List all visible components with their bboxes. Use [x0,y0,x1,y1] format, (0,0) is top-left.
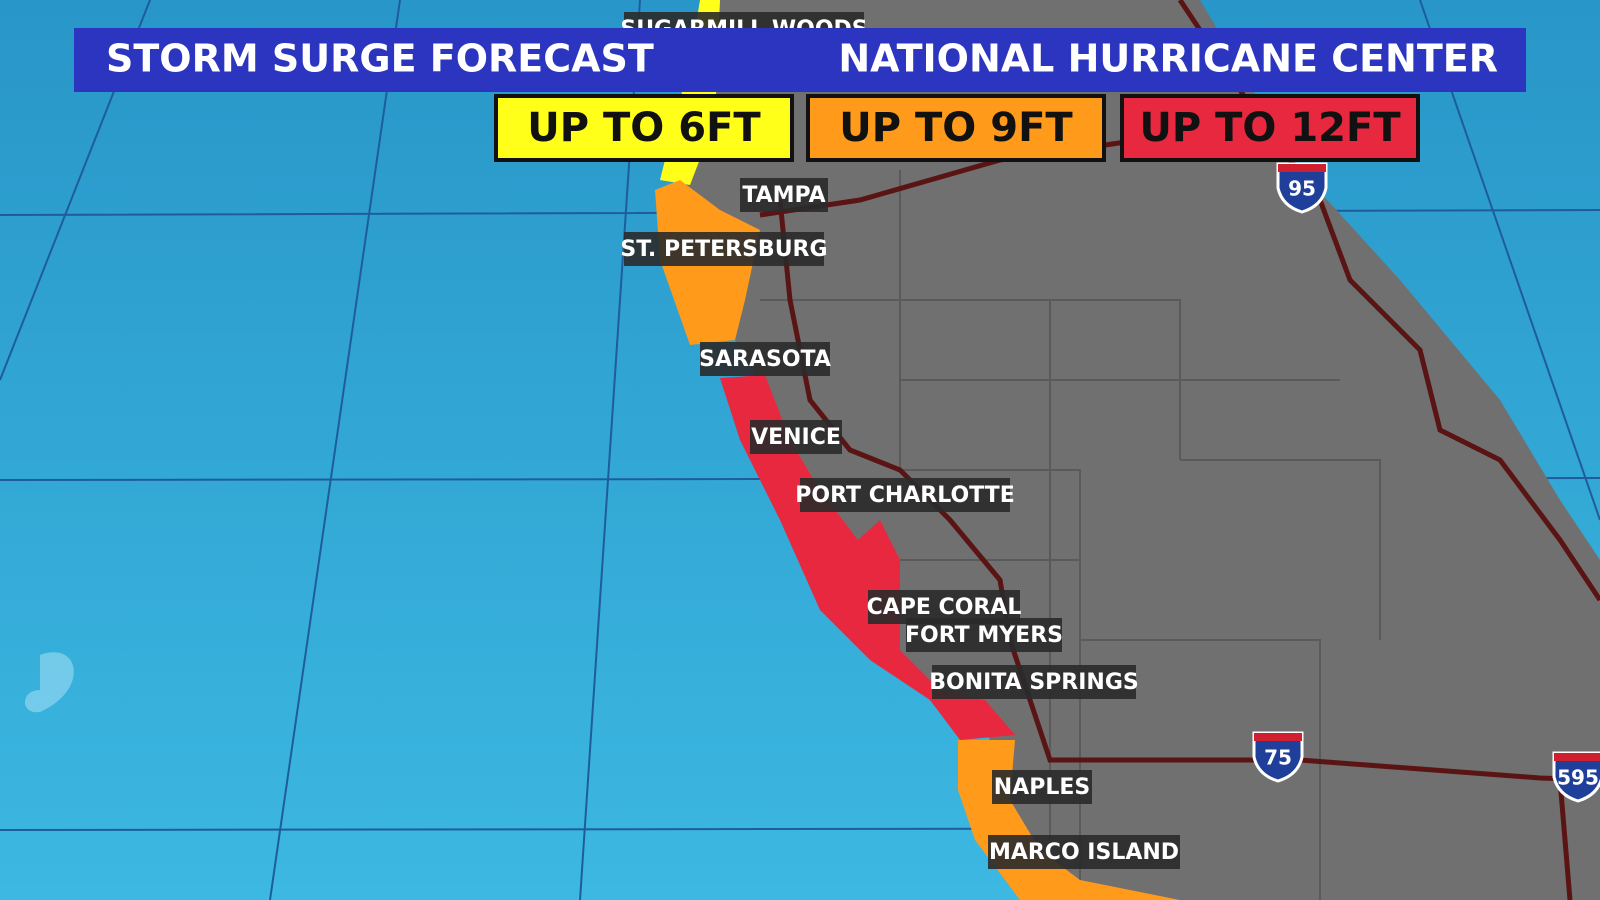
surge-12ft [720,375,1015,740]
city-box [624,232,824,266]
legend-swatch [1120,94,1420,162]
shield-top [1554,753,1600,761]
header-title: STORM SURGE FORECAST [106,37,654,81]
city-label: NAPLES [994,775,1090,800]
legend-swatch [494,94,794,162]
shield [1276,162,1328,214]
header-source: NATIONAL HURRICANE CENTER [838,37,1498,81]
city-box [988,835,1180,869]
legend: UP TO 6FT UP TO 9FT UP TO 12FT [494,94,1420,162]
city-label: PORT CHARLOTTE [795,483,1014,508]
city-label: CAPE CORAL [867,595,1022,620]
shield-number: 595 [1557,766,1599,790]
city-label: VENICE [751,425,841,450]
legend-label: UP TO 6FT [527,105,761,151]
city-label: BONITA SPRINGS [929,670,1138,695]
city-box [906,618,1062,652]
city-label: FORT MYERS [905,623,1063,648]
city-box [992,770,1092,804]
legend-swatch [806,94,1106,162]
city-box [740,178,828,212]
shield [1552,751,1600,803]
city-label: TAMPA [742,183,825,208]
city-box [932,665,1136,699]
city-label: ST. PETERSBURG [620,237,827,262]
city-label: MARCO ISLAND [989,840,1179,865]
city-box [750,420,842,454]
county-lines [760,170,1381,900]
header-bar [74,28,1526,92]
legend-label: UP TO 12FT [1139,105,1401,151]
legend-label: UP TO 9FT [839,105,1073,151]
city-label: SARASOTA [699,347,831,372]
city-box [700,342,830,376]
shield-number: 75 [1264,746,1292,770]
shield-number: 95 [1288,177,1316,201]
shield-top [1254,733,1302,741]
shield [1252,731,1304,783]
shield-top [1278,164,1326,172]
swirl [25,652,74,713]
city-box [800,478,1010,512]
interstate-shields: 95 75 595 [1252,162,1600,803]
land [680,0,1600,900]
